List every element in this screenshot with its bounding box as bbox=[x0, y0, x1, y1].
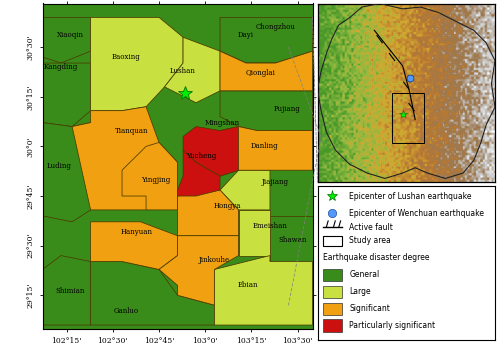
Polygon shape bbox=[42, 63, 90, 127]
Text: Study area: Study area bbox=[350, 237, 391, 245]
Text: Dayi: Dayi bbox=[238, 31, 254, 39]
Text: Epicenter of Lushan earthquake: Epicenter of Lushan earthquake bbox=[350, 192, 472, 201]
Text: Shimian: Shimian bbox=[56, 287, 85, 295]
Polygon shape bbox=[220, 127, 312, 176]
Text: Tianquan: Tianquan bbox=[114, 126, 148, 134]
Text: Hanyuan: Hanyuan bbox=[121, 228, 153, 236]
Text: Ganluo: Ganluo bbox=[113, 307, 138, 315]
Text: Ebian: Ebian bbox=[238, 281, 258, 289]
Text: Baoxing: Baoxing bbox=[112, 53, 140, 61]
Text: Xiaoqin: Xiaoqin bbox=[56, 31, 84, 39]
Text: General: General bbox=[350, 270, 380, 279]
Text: Large: Large bbox=[350, 287, 371, 296]
Polygon shape bbox=[90, 222, 178, 270]
Text: Qionglai: Qionglai bbox=[246, 69, 276, 77]
Polygon shape bbox=[178, 150, 220, 196]
Text: Chongzhou: Chongzhou bbox=[256, 23, 296, 31]
Text: Shawan: Shawan bbox=[278, 236, 306, 244]
Text: Lushan: Lushan bbox=[170, 67, 196, 75]
Text: Hongya: Hongya bbox=[214, 202, 241, 210]
Text: Particularly significant: Particularly significant bbox=[350, 321, 436, 330]
Polygon shape bbox=[220, 91, 312, 131]
Bar bbox=[323, 236, 342, 246]
Text: Kangding: Kangding bbox=[44, 63, 78, 71]
Bar bbox=[392, 93, 424, 143]
Polygon shape bbox=[90, 261, 214, 325]
Polygon shape bbox=[220, 51, 276, 91]
Polygon shape bbox=[72, 107, 178, 210]
Polygon shape bbox=[214, 256, 312, 325]
Polygon shape bbox=[42, 18, 90, 63]
Text: Pujiang: Pujiang bbox=[273, 105, 300, 113]
Text: Emeishan: Emeishan bbox=[252, 222, 288, 230]
Polygon shape bbox=[164, 37, 220, 103]
Bar bbox=[323, 302, 342, 315]
Bar bbox=[323, 286, 342, 298]
Polygon shape bbox=[220, 18, 312, 63]
Polygon shape bbox=[238, 210, 270, 256]
Text: Epicenter of Wenchuan earthquake: Epicenter of Wenchuan earthquake bbox=[350, 209, 484, 218]
Text: Yucheng: Yucheng bbox=[186, 152, 216, 160]
Text: Earthquake disaster degree: Earthquake disaster degree bbox=[323, 253, 430, 262]
Text: Active fault: Active fault bbox=[350, 223, 394, 232]
Bar bbox=[323, 269, 342, 281]
Text: Mingshan: Mingshan bbox=[204, 119, 240, 127]
Bar bbox=[323, 320, 342, 332]
Polygon shape bbox=[178, 190, 238, 236]
Text: Jinkouhe: Jinkouhe bbox=[199, 256, 230, 264]
Polygon shape bbox=[270, 216, 312, 261]
Text: Danling: Danling bbox=[250, 142, 278, 150]
Text: Jiajiang: Jiajiang bbox=[262, 178, 289, 186]
Polygon shape bbox=[122, 142, 178, 210]
Text: Significant: Significant bbox=[350, 304, 391, 313]
Text: Luding: Luding bbox=[46, 162, 72, 170]
Polygon shape bbox=[220, 51, 312, 91]
Polygon shape bbox=[183, 127, 238, 176]
Polygon shape bbox=[90, 18, 183, 111]
Text: Yingjing: Yingjing bbox=[140, 176, 170, 184]
Polygon shape bbox=[220, 170, 270, 210]
Polygon shape bbox=[42, 256, 90, 325]
Polygon shape bbox=[159, 236, 238, 305]
Polygon shape bbox=[42, 122, 90, 222]
